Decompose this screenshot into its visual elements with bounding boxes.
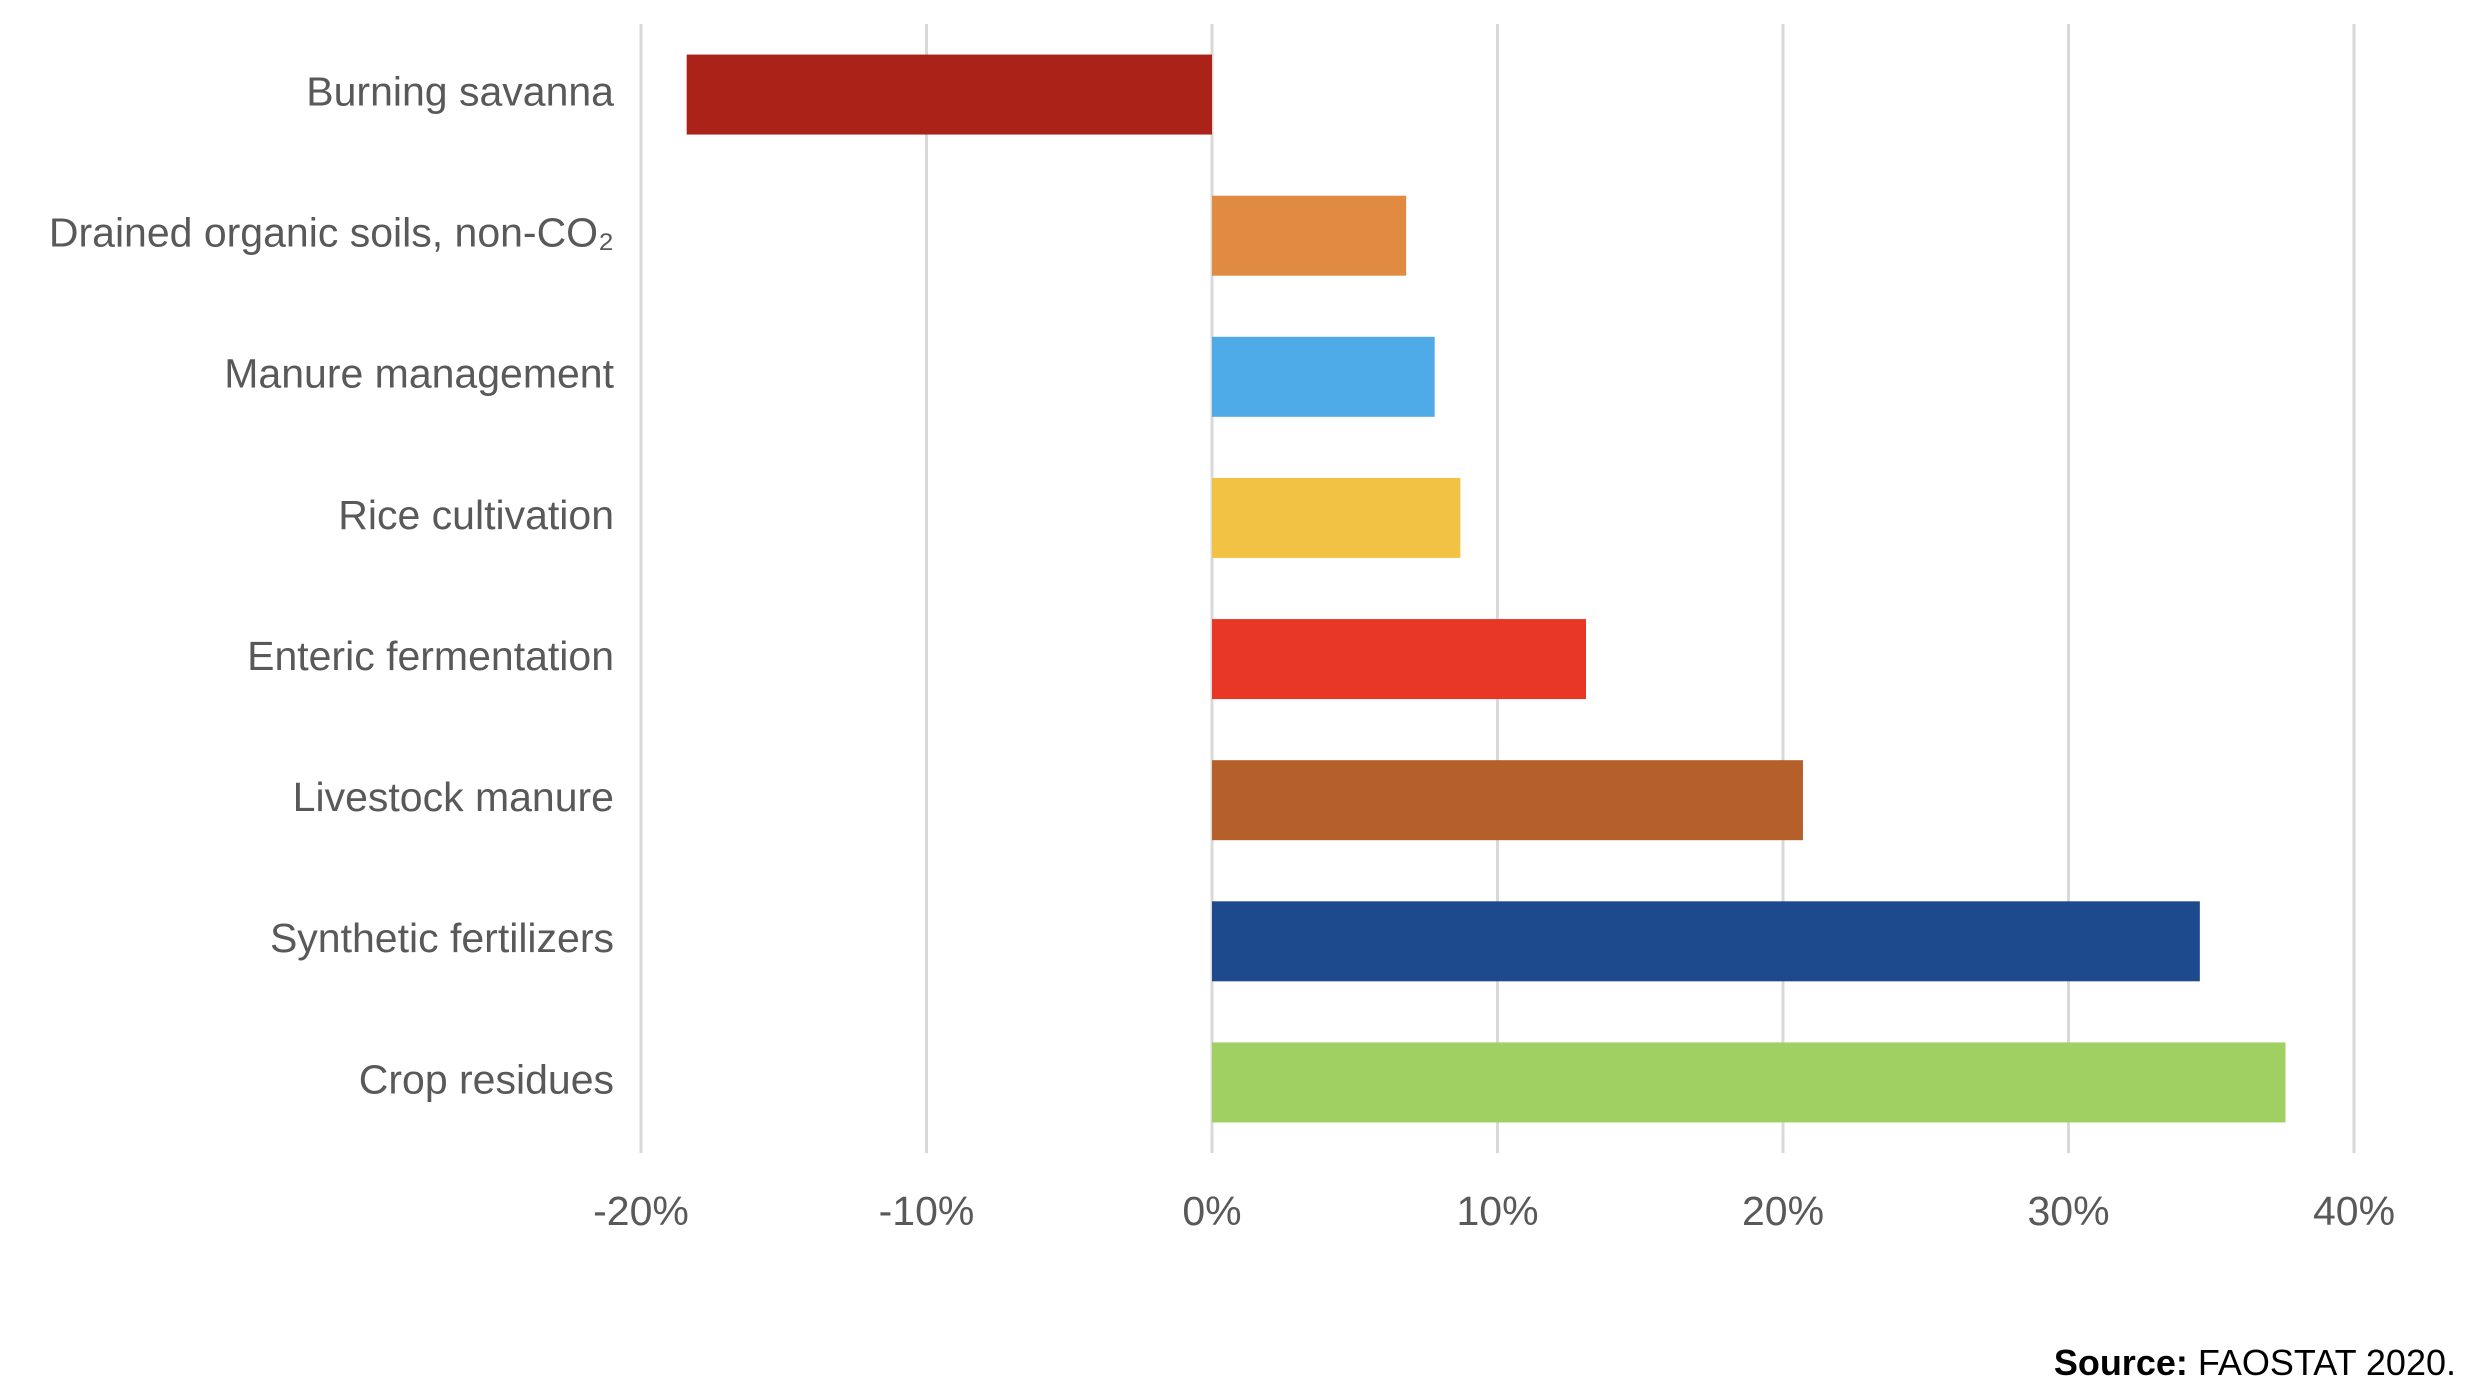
category-label: Burning savanna bbox=[306, 68, 614, 114]
x-tick-label: -10% bbox=[879, 1188, 975, 1234]
bar bbox=[686, 54, 1212, 135]
x-tick-label: 30% bbox=[2027, 1188, 2109, 1234]
source-label: Source: bbox=[2054, 1342, 2188, 1383]
category-label: Drained organic soils, non-CO₂ bbox=[49, 210, 614, 256]
category-label: Manure management bbox=[224, 351, 614, 397]
bar bbox=[1212, 195, 1407, 276]
x-tick-label: 0% bbox=[1182, 1188, 1241, 1234]
category-label: Synthetic fertilizers bbox=[270, 915, 614, 961]
bar bbox=[1212, 760, 1803, 841]
category-label: Rice cultivation bbox=[338, 492, 614, 538]
x-tick-label: 10% bbox=[1456, 1188, 1538, 1234]
source-text: FAOSTAT 2020. bbox=[2198, 1342, 2456, 1383]
category-label: Enteric fermentation bbox=[247, 633, 614, 679]
bar bbox=[1212, 619, 1587, 700]
category-label: Crop residues bbox=[359, 1056, 614, 1102]
category-label: Livestock manure bbox=[293, 774, 614, 820]
bar bbox=[1212, 1042, 2286, 1123]
bar bbox=[1212, 336, 1435, 417]
bar bbox=[1212, 901, 2200, 982]
x-tick-label: 20% bbox=[1742, 1188, 1824, 1234]
x-tick-label: 40% bbox=[2313, 1188, 2395, 1234]
bar bbox=[1212, 477, 1461, 558]
source: Source: FAOSTAT 2020. bbox=[2054, 1342, 2456, 1383]
x-tick-label: -20% bbox=[593, 1188, 689, 1234]
